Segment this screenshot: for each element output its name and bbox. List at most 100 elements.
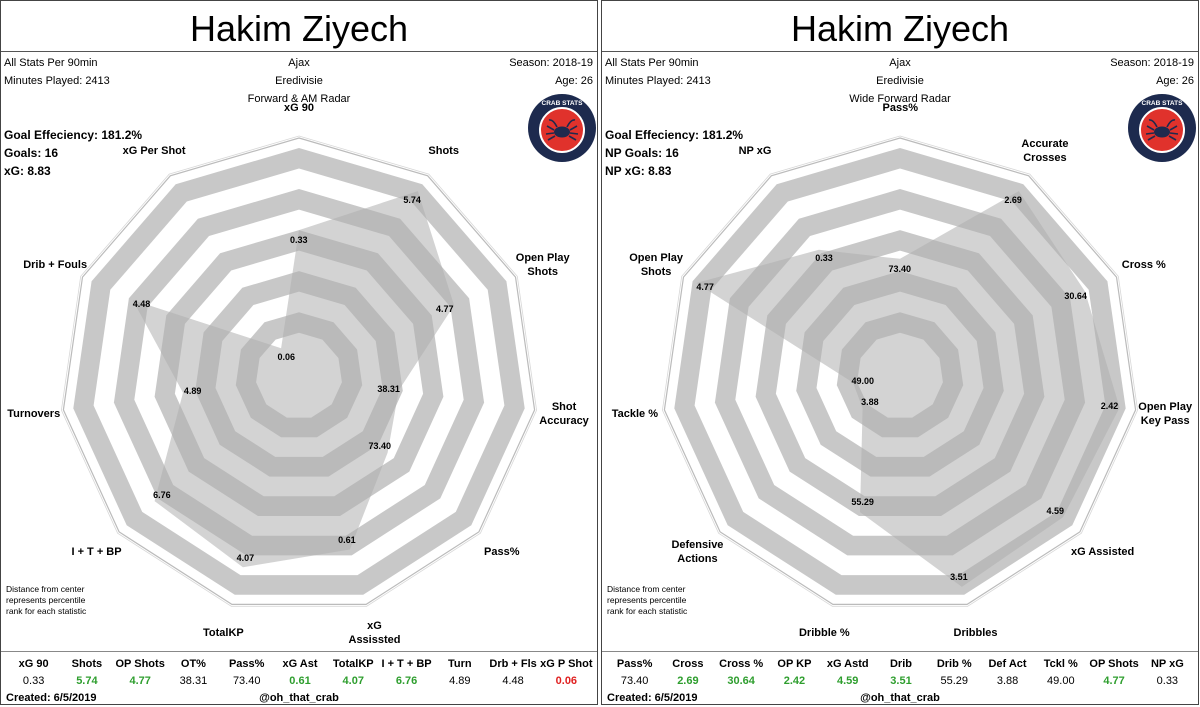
crab-leg	[547, 135, 556, 141]
info-right: Season: 2018-19 Age: 26	[1110, 54, 1194, 90]
note-line: rank for each statistic	[607, 606, 688, 616]
stat-header: Def Act	[988, 658, 1027, 670]
stat-header: I + T + BP	[381, 658, 432, 670]
axis-value-label: 4.77	[696, 282, 714, 293]
stat-value: 55.29	[940, 675, 969, 687]
crab-legs-icon	[545, 119, 579, 141]
crab-leg	[566, 119, 576, 128]
axis-label-line: I + T + BP	[71, 545, 122, 558]
info-center: Ajax Eredivisie Forward & AM Radar	[1, 54, 597, 108]
stat-header: Pass%	[616, 658, 653, 670]
age-text: Age: 26	[1156, 75, 1194, 87]
stats-column: Drib 3.51	[874, 656, 927, 690]
axis-value-label: 73.40	[888, 263, 912, 274]
title-divider	[1, 51, 597, 52]
crab-leg	[1148, 119, 1158, 128]
axis-label-line: Accurate	[1021, 137, 1069, 150]
stat-value: 4.77	[1103, 675, 1125, 687]
axis-label-line: Cross %	[1121, 258, 1166, 271]
stat-header: Tckl %	[1043, 658, 1078, 670]
axis-label-line: TotalKP	[202, 627, 244, 640]
axis-label-line: xG Per Shot	[122, 144, 186, 157]
stat-value: 3.51	[890, 675, 912, 687]
axis-value-label: 73.40	[368, 441, 392, 452]
stat-header: Cross	[672, 658, 704, 670]
stats-column: xG Ast 0.61	[273, 656, 326, 690]
radar-frame	[663, 137, 1137, 606]
minutes-text: Minutes Played: 2413	[4, 75, 110, 87]
axis-label: Pass%	[484, 545, 519, 559]
stat-header: xG Ast	[282, 658, 318, 670]
stat-header: Turn	[447, 658, 472, 670]
stat-value: 0.06	[555, 675, 578, 687]
logo-text: CRAB STATS	[1142, 100, 1184, 107]
stat-header: NP xG	[1150, 658, 1184, 670]
logo-text: CRAB STATS	[542, 100, 584, 107]
note-line: represents percentile	[607, 595, 687, 605]
stats-column: OP KP 2.42	[768, 656, 821, 690]
created-date: Created: 6/5/2019	[6, 692, 97, 704]
summary-line: Goal Effeciency: 181.2%	[605, 128, 744, 142]
axis-value-label: 6.76	[153, 489, 171, 500]
axis-label-line: Crosses	[1023, 151, 1067, 164]
axis-label-line: Assissted	[348, 634, 401, 647]
axis-value-label: 0.61	[338, 534, 356, 545]
crab-icon	[554, 126, 570, 138]
stat-value: 49.00	[1047, 675, 1075, 687]
note-line: rank for each statistic	[6, 606, 87, 616]
radar-name-text: Wide Forward Radar	[849, 93, 951, 105]
goal-summary: Goal Effeciency: 181.2% Goals: 16 xG: 8.83	[4, 126, 142, 180]
axis-label-line: Dribbles	[953, 627, 998, 640]
axis-label: Dribbles	[954, 626, 998, 640]
stat-value: 0.33	[22, 675, 45, 687]
stats-column: Cross % 30.64	[715, 656, 768, 690]
stats-column: xG Astd 4.59	[821, 656, 874, 690]
axis-label-line: Shots	[428, 144, 459, 157]
info-center: Ajax Eredivisie Wide Forward Radar	[602, 54, 1198, 108]
axis-label: Open Play Shots	[629, 251, 683, 279]
axis-label: xG Per Shot	[123, 144, 186, 158]
stat-header: OP Shots	[115, 658, 165, 670]
radar-frame-outer	[661, 135, 1139, 607]
stats-column: Drib % 55.29	[928, 656, 981, 690]
axis-value-label: 4.07	[236, 552, 255, 563]
axis-value-label: 4.77	[436, 304, 454, 315]
axis-label: I + T + BP	[71, 545, 121, 559]
title-divider	[602, 51, 1198, 52]
info-left: All Stats Per 90min Minutes Played: 2413	[605, 54, 711, 90]
axis-label-line: Turnovers	[7, 408, 61, 421]
percentile-note: Distance from center represents percentil…	[6, 584, 86, 617]
info-right: Season: 2018-19 Age: 26	[509, 54, 593, 90]
info-left: All Stats Per 90min Minutes Played: 2413	[4, 54, 110, 90]
stat-header: Drib %	[936, 658, 972, 670]
axis-value-label: 2.42	[1100, 401, 1119, 412]
stats-column: Drb + Fls 4.48	[486, 656, 539, 690]
axis-label: Open Play Shots	[516, 251, 570, 279]
crab-leg	[569, 125, 578, 131]
stats-column: Shots 5.74	[60, 656, 113, 690]
per90-text: All Stats Per 90min	[4, 57, 98, 69]
axis-label: Pass%	[883, 101, 918, 115]
crab-leg	[545, 132, 555, 135]
axis-label: Turnovers	[7, 407, 60, 421]
crab-stats-logo: CRAB STATS	[1128, 94, 1196, 162]
stat-header: OP KP	[777, 658, 812, 670]
axis-label-line: Open Play	[629, 251, 683, 264]
axis-label: Drib + Fouls	[23, 258, 87, 272]
stat-header: Shots	[71, 658, 103, 670]
stats-table: Pass% 73.40 Cross 2.69 Cross % 30.64 OP KP 2.42…	[602, 651, 1198, 707]
axis-label: Shot Accuracy	[539, 400, 589, 428]
axis-label: Accurate Crosses	[1021, 137, 1068, 165]
axis-label-line: Shot	[551, 401, 577, 414]
axis-label-line: Shots	[527, 265, 558, 278]
axis-value-label: 3.88	[861, 396, 879, 407]
stats-column: Pass% 73.40	[608, 656, 661, 690]
axis-label-line: Pass%	[882, 102, 918, 114]
axis-value-label: 5.74	[403, 194, 421, 205]
crab-leg	[1145, 132, 1155, 135]
axis-label: xG 90	[284, 101, 314, 115]
crab-leg	[546, 125, 555, 131]
axis-label: xG Assisted	[1071, 545, 1134, 559]
axis-label: TotalKP	[203, 626, 244, 640]
stats-column: NP xG 0.33	[1141, 656, 1194, 690]
